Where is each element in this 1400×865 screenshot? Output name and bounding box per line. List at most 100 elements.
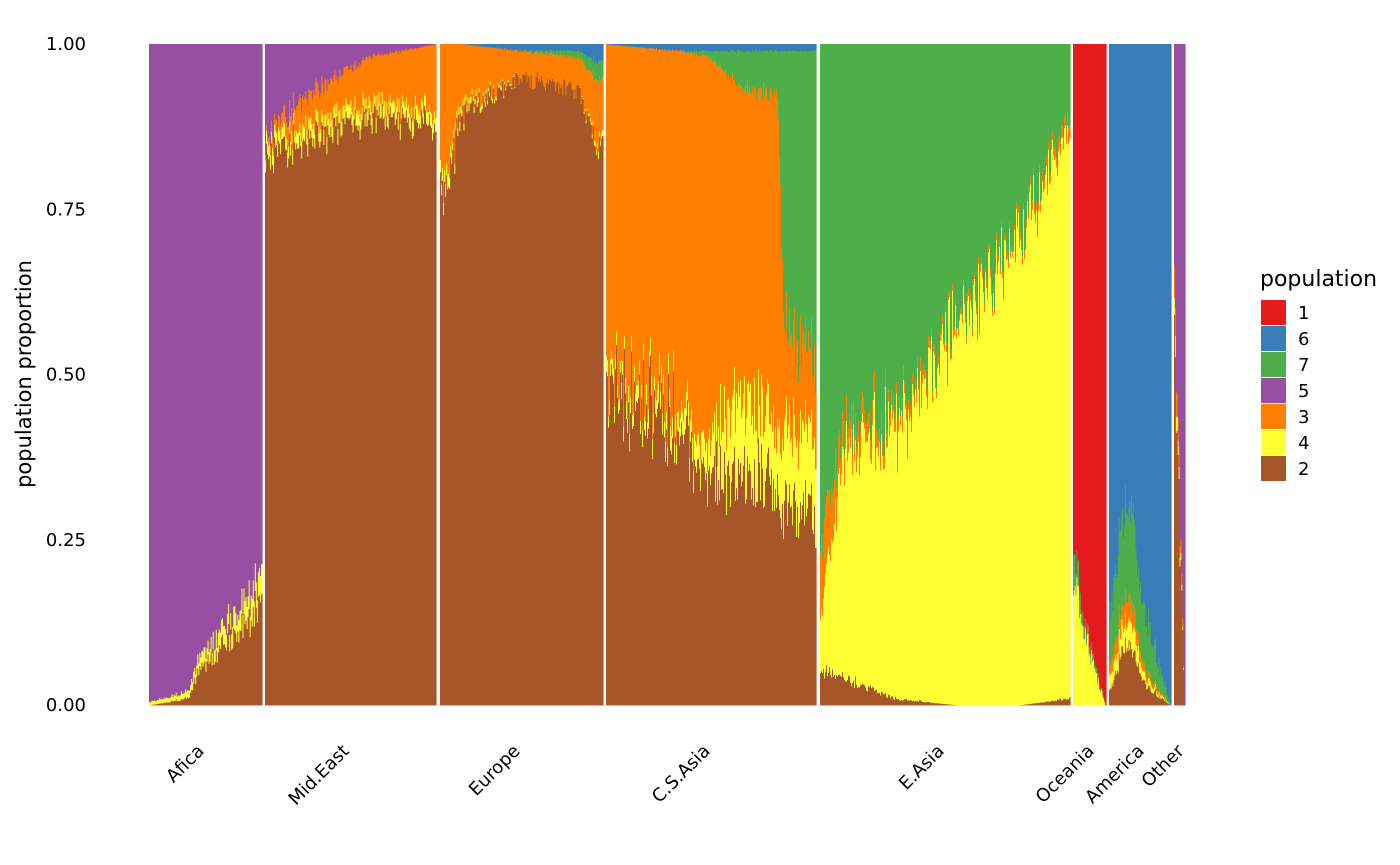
bar-segment-pop-2 [782, 503, 784, 706]
bar-segment-pop-4 [967, 300, 969, 706]
bar-segment-pop-4 [871, 463, 873, 689]
bar-segment-pop-5 [210, 44, 213, 638]
bar-segment-pop-7 [749, 50, 751, 87]
bar-segment-pop-4 [873, 399, 875, 688]
bar-segment-pop-7 [873, 44, 875, 377]
bar-segment-pop-2 [434, 131, 437, 706]
bar-segment-pop-4 [354, 95, 357, 110]
bar-segment-pop-4 [430, 113, 433, 128]
bar-segment-pop-3 [343, 66, 346, 106]
bar-segment-pop-2 [844, 679, 846, 706]
bar-segment-pop-3 [1033, 166, 1035, 175]
bar-segment-pop-4 [944, 350, 946, 705]
bar-segment-pop-4 [412, 119, 415, 137]
bar-segment-pop-2 [773, 478, 775, 706]
bar-segment-pop-2 [485, 93, 488, 706]
bar-segment-pop-5 [275, 44, 277, 120]
bar-segment-pop-7 [1049, 44, 1051, 174]
bar-segment-pop-2 [298, 147, 300, 706]
bar-segment-pop-2 [473, 112, 476, 706]
bar-segment-pop-7 [580, 51, 583, 60]
bar-segment-pop-2 [616, 344, 618, 706]
bar-segment-pop-6 [750, 44, 752, 53]
bar-segment-pop-7 [934, 44, 936, 346]
bar-segment-pop-4 [305, 114, 307, 128]
bar-segment-pop-2 [554, 81, 556, 706]
bar-segment-pop-2 [576, 85, 579, 706]
bar-segment-pop-2 [745, 503, 747, 706]
bar-segment-pop-2 [889, 694, 891, 706]
bar-segment-pop-2 [203, 662, 206, 706]
bar-segment-pop-2 [1109, 689, 1111, 706]
bar-segment-pop-3 [785, 333, 787, 415]
bar-segment-pop-5 [365, 44, 368, 57]
bar-segment-pop-3 [787, 338, 789, 439]
bar-segment-pop-6 [699, 44, 701, 51]
bar-segment-pop-3 [451, 44, 453, 153]
bar-segment-pop-3 [800, 314, 802, 411]
bar-segment-pop-4 [276, 132, 278, 145]
bar-segment-pop-4 [738, 381, 740, 459]
bar-segment-pop-4 [898, 430, 900, 700]
bar-segment-pop-6 [639, 44, 641, 48]
bar-segment-pop-7 [842, 44, 844, 411]
bar-segment-pop-3 [1140, 651, 1142, 663]
bar-segment-pop-2 [1036, 702, 1038, 706]
bar-segment-pop-3 [608, 44, 610, 417]
bar-segment-pop-6 [624, 44, 626, 47]
bar-segment-pop-7 [929, 44, 931, 338]
bar-segment-pop-4 [485, 89, 488, 94]
bar-segment-pop-3 [1036, 200, 1038, 210]
bar-segment-pop-7 [1040, 44, 1042, 202]
bar-segment-pop-3 [395, 50, 398, 107]
bar-segment-pop-6 [807, 44, 809, 52]
bar-segment-pop-6 [483, 44, 486, 48]
bar-segment-pop-2 [218, 644, 221, 706]
bar-segment-pop-3 [884, 455, 886, 469]
bar-segment-pop-4 [732, 396, 734, 465]
bar-segment-pop-6 [542, 44, 545, 52]
bar-segment-pop-2 [757, 501, 759, 706]
bar-segment-pop-3 [780, 185, 782, 455]
bar-segment-pop-4 [259, 575, 262, 603]
bar-segment-pop-6 [626, 44, 628, 47]
bar-segment-pop-7 [682, 50, 684, 52]
bar-segment-pop-2 [231, 649, 233, 706]
bar-segment-pop-3 [757, 92, 759, 444]
bar-segment-pop-5 [327, 44, 329, 80]
bar-segment-pop-2 [791, 505, 793, 706]
bar-segment-pop-2 [460, 113, 462, 706]
bar-segment-pop-4 [994, 313, 996, 706]
bar-segment-pop-7 [751, 51, 753, 93]
bar-segment-pop-2 [897, 698, 899, 706]
bar-segment-pop-3 [269, 135, 271, 144]
bar-segment-pop-6 [684, 44, 686, 52]
bar-segment-pop-6 [709, 44, 711, 51]
bar-segment-pop-2 [613, 383, 615, 706]
bar-segment-pop-4 [584, 109, 587, 112]
bar-segment-pop-4 [921, 407, 923, 702]
bar-segment-pop-6 [790, 44, 792, 51]
bar-segment-pop-4 [338, 110, 341, 123]
bar-segment-pop-4 [479, 107, 482, 114]
bar-segment-pop-2 [607, 375, 609, 706]
bar-segment-pop-5 [184, 44, 187, 690]
bar-segment-pop-2 [923, 701, 925, 706]
bar-segment-pop-3 [507, 49, 509, 81]
bar-segment-pop-6 [503, 44, 505, 51]
bar-segment-pop-6 [1133, 44, 1136, 520]
bar-segment-pop-3 [361, 60, 364, 108]
bar-segment-pop-3 [881, 411, 883, 435]
bar-segment-pop-7 [858, 44, 860, 421]
bar-segment-pop-2 [564, 79, 566, 706]
bar-segment-pop-3 [853, 398, 855, 425]
bar-segment-pop-5 [341, 44, 344, 78]
bar-segment-pop-4 [1093, 667, 1096, 706]
bar-segment-pop-4 [161, 698, 163, 704]
bar-segment-pop-3 [660, 49, 662, 392]
bar-segment-pop-7 [688, 50, 690, 53]
bar-segment-pop-2 [873, 687, 875, 706]
bar-segment-pop-6 [575, 44, 578, 52]
bar-segment-pop-2 [463, 130, 466, 706]
bar-segment-pop-3 [396, 50, 399, 98]
